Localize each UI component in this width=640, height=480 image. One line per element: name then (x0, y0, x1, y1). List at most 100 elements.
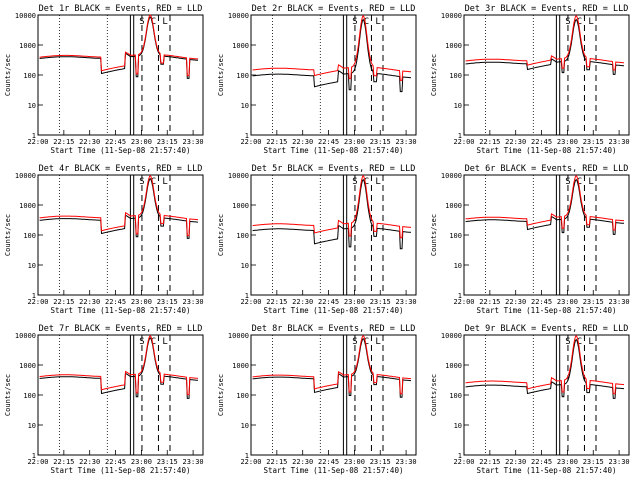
x-tick-label: 23:00 (344, 138, 365, 146)
x-tick-label: 22:45 (318, 138, 339, 146)
x-tick-label: 23:00 (344, 458, 365, 466)
y-tick-label: 100 (23, 72, 36, 80)
plot-title: Det 6r BLACK = Events, RED = LLD (465, 164, 629, 174)
y-tick-label: 10 (454, 102, 462, 110)
plot-frame (37, 174, 204, 296)
plot-title: Det 3r BLACK = Events, RED = LLD (465, 4, 629, 14)
y-axis-label: Counts/sec (217, 54, 225, 96)
y-tick-label: 100 (23, 392, 36, 400)
annotation-label: L (162, 337, 167, 347)
x-tick-label: 23:15 (157, 298, 178, 306)
annotation-label: S (352, 17, 357, 27)
series-line-red (252, 334, 411, 395)
y-axis-label: Counts/sec (430, 374, 438, 416)
y-tick-label: 10 (454, 422, 462, 430)
plot-frame (463, 334, 630, 456)
x-tick-label: 23:15 (370, 458, 391, 466)
x-axis-label: Start Time (11-Sep-08 21:57:40) (477, 146, 617, 155)
annotation-label: S (565, 337, 570, 347)
annotation-label: C (364, 337, 369, 347)
x-tick-label: 23:15 (157, 458, 178, 466)
plot-panel-3: Det 3r BLACK = Events, RED = LLD Counts/s… (430, 4, 630, 155)
series-line-red (252, 14, 411, 81)
y-tick-label: 100 (449, 72, 462, 80)
x-tick-label: 22:00 (453, 458, 474, 466)
x-tick-label: 23:30 (609, 458, 630, 466)
x-tick-label: 23:30 (183, 298, 204, 306)
series-line-black (39, 177, 198, 239)
annotation-label: L (588, 17, 593, 27)
x-tick-label: 23:15 (583, 458, 604, 466)
x-tick-label: 22:00 (27, 458, 48, 466)
x-tick-label: 23:15 (583, 298, 604, 306)
annotation-label: S (565, 177, 570, 187)
y-tick-label: 1 (458, 452, 462, 460)
y-tick-label: 1000 (445, 362, 462, 370)
y-axis-label: Counts/sec (217, 214, 225, 256)
y-tick-label: 1000 (232, 362, 249, 370)
series-line-black (465, 338, 624, 399)
x-tick-label: 23:00 (557, 138, 578, 146)
x-tick-label: 22:30 (292, 298, 313, 306)
y-tick-label: 10 (454, 262, 462, 270)
x-tick-label: 22:30 (79, 458, 100, 466)
annotation-label: L (375, 17, 380, 27)
series-line-black (252, 18, 412, 93)
annotation-label: C (577, 177, 582, 187)
y-tick-label: 1000 (445, 42, 462, 50)
series-line-black (465, 18, 624, 75)
y-tick-label: 100 (449, 392, 462, 400)
y-tick-label: 1 (32, 292, 36, 300)
x-tick-label: 22:00 (240, 298, 261, 306)
series-line-black (252, 178, 412, 250)
annotation-label: L (588, 177, 593, 187)
y-tick-label: 10 (241, 422, 249, 430)
x-tick-label: 22:30 (292, 138, 313, 146)
x-tick-label: 22:45 (531, 458, 552, 466)
x-tick-label: 22:15 (266, 458, 287, 466)
x-tick-label: 23:00 (131, 458, 152, 466)
x-tick-label: 22:45 (318, 298, 339, 306)
x-tick-label: 23:15 (370, 298, 391, 306)
plot-title: Det 8r BLACK = Events, RED = LLD (252, 324, 416, 334)
series-line-black (39, 337, 199, 399)
plot-panel-9: Det 9r BLACK = Events, RED = LLD Counts/s… (430, 324, 630, 475)
y-tick-label: 100 (449, 232, 462, 240)
x-tick-label: 22:30 (505, 298, 526, 306)
y-tick-label: 10000 (441, 12, 462, 20)
x-tick-label: 23:15 (157, 138, 178, 146)
y-axis-label: Counts/sec (430, 214, 438, 256)
x-tick-label: 23:00 (344, 298, 365, 306)
x-tick-label: 23:00 (131, 298, 152, 306)
plot-title: Det 4r BLACK = Events, RED = LLD (39, 164, 203, 174)
x-axis-label: Start Time (11-Sep-08 21:57:40) (51, 146, 191, 155)
x-tick-label: 22:15 (266, 138, 287, 146)
annotation-label: L (375, 177, 380, 187)
x-tick-label: 22:00 (453, 298, 474, 306)
x-tick-label: 23:30 (396, 458, 417, 466)
y-tick-label: 1 (245, 292, 249, 300)
y-tick-label: 1 (458, 132, 462, 140)
y-tick-label: 100 (236, 72, 249, 80)
annotation-label: C (364, 177, 369, 187)
series-line-red (39, 174, 198, 237)
x-axis-label: Start Time (11-Sep-08 21:57:40) (51, 466, 191, 475)
x-tick-label: 23:00 (557, 298, 578, 306)
x-tick-label: 22:15 (53, 458, 74, 466)
x-tick-label: 23:30 (396, 138, 417, 146)
x-tick-label: 23:30 (609, 138, 630, 146)
y-tick-label: 10000 (228, 12, 249, 20)
x-axis-label: Start Time (11-Sep-08 21:57:40) (477, 306, 617, 315)
plot-title: Det 1r BLACK = Events, RED = LLD (39, 4, 203, 14)
series-line-red (465, 174, 625, 231)
x-tick-label: 22:15 (53, 298, 74, 306)
plot-panel-7: Det 7r BLACK = Events, RED = LLD Counts/s… (4, 324, 204, 475)
x-axis-label: Start Time (11-Sep-08 21:57:40) (264, 306, 404, 315)
x-tick-label: 22:45 (105, 138, 126, 146)
x-tick-label: 23:00 (131, 138, 152, 146)
x-tick-label: 23:15 (370, 138, 391, 146)
y-tick-label: 10 (28, 422, 36, 430)
annotation-label: S (352, 177, 357, 187)
x-tick-label: 22:00 (240, 138, 261, 146)
series-line-red (465, 14, 624, 71)
